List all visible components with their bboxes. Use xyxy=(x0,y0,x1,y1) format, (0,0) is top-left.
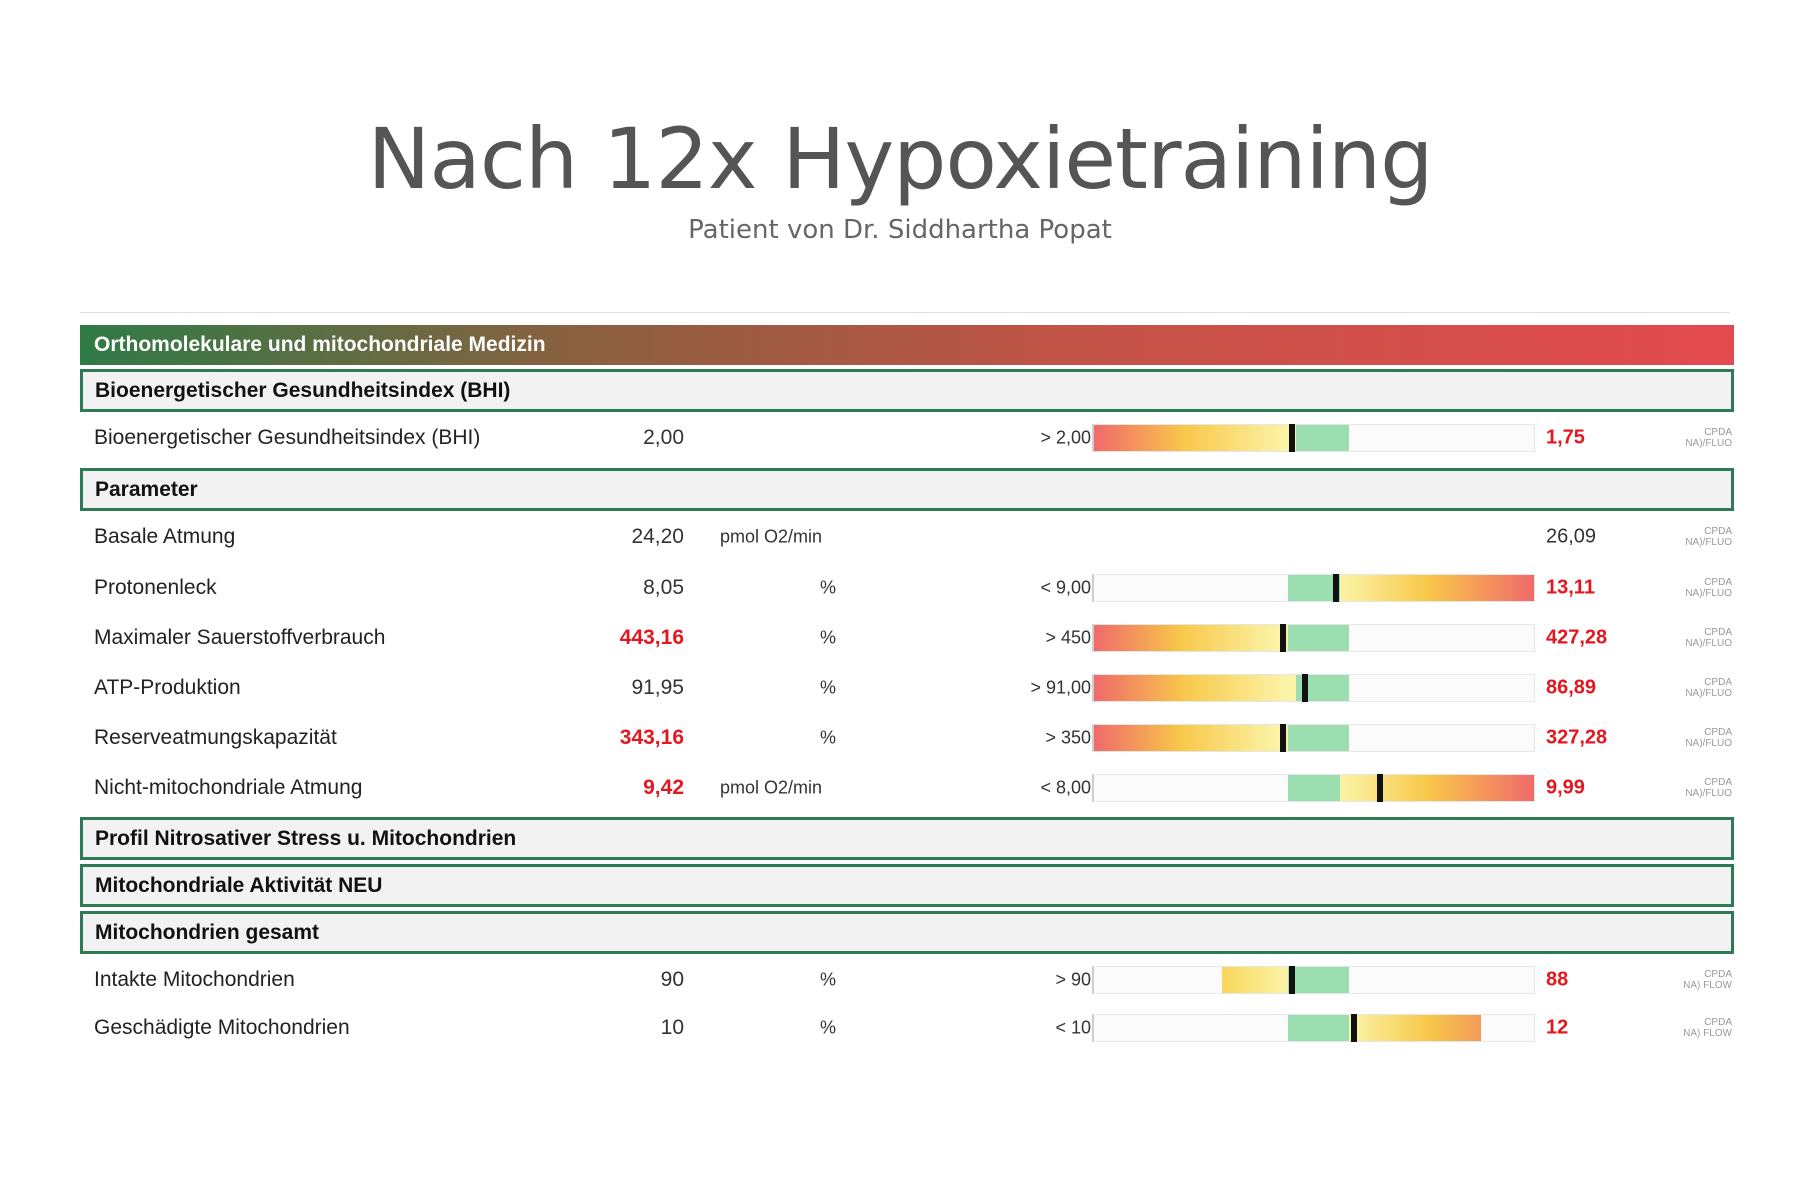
row-result: 86,89 xyxy=(1546,676,1597,699)
row-value: 343,16 xyxy=(619,726,684,749)
row-unit: pmol O2/min xyxy=(720,526,823,547)
row-result: 1,75 xyxy=(1546,426,1585,449)
gauge-marker xyxy=(1350,1014,1357,1042)
method-code: CPDA NA)/FLUO xyxy=(1685,577,1732,599)
row-value: 91,95 xyxy=(631,676,684,699)
row-label: Intakte Mitochondrien xyxy=(94,968,295,991)
section-aktivitaet: Mitochondriale Aktivität NEU xyxy=(80,864,1734,907)
method-code: CPDA NA)/FLUO xyxy=(1685,526,1732,548)
row-intakte-mitochondrien: Intakte Mitochondrien 90 % > 90 88 CPDA N… xyxy=(80,954,1734,1006)
row-label: Basale Atmung xyxy=(94,525,236,548)
gauge-bar xyxy=(1092,624,1535,652)
gauge-marker xyxy=(1377,774,1383,802)
row-unit: % xyxy=(820,1017,837,1038)
row-reference: > 350 xyxy=(1045,727,1091,748)
method-code: CPDA NA) FLOW xyxy=(1683,969,1732,991)
row-label: Nicht-mitochondriale Atmung xyxy=(94,776,363,799)
section-bhi: Bioenergetischer Gesundheitsindex (BHI) xyxy=(80,369,1734,412)
row-label: Bioenergetischer Gesundheitsindex (BHI) xyxy=(94,426,481,449)
row-geschaedigte-mitochondrien: Geschädigte Mitochondrien 10 % < 10 12 C… xyxy=(80,1006,1734,1050)
row-label: ATP-Produktion xyxy=(94,676,241,699)
row-value: 9,42 xyxy=(643,776,684,799)
row-unit: % xyxy=(820,627,837,648)
gauge-bar xyxy=(1092,674,1535,702)
row-reference: > 91,00 xyxy=(1030,677,1091,698)
row-result: 13,11 xyxy=(1546,576,1595,599)
row-reference: < 10 xyxy=(1055,1017,1091,1038)
row-result: 9,99 xyxy=(1546,776,1585,799)
gauge-bar xyxy=(1092,1014,1535,1042)
row-value: 10 xyxy=(660,1016,684,1039)
section-gesamt: Mitochondrien gesamt xyxy=(80,911,1734,954)
row-reference: < 8,00 xyxy=(1040,777,1091,798)
gauge-bar xyxy=(1092,966,1535,994)
report-banner: Orthomolekulare und mitochondriale Mediz… xyxy=(80,325,1734,365)
page-subtitle: Patient von Dr. Siddhartha Popat xyxy=(688,215,1112,245)
method-code: CPDA NA)/FLUO xyxy=(1685,777,1732,799)
row-unit: % xyxy=(820,677,837,698)
row-result: 26,09 xyxy=(1546,525,1597,548)
row-label: Maximaler Sauerstoffverbrauch xyxy=(94,626,386,649)
row-unit: pmol O2/min xyxy=(720,777,823,798)
row-reserveatmung: Reserveatmungskapazität 343,16 % > 350 3… xyxy=(80,713,1734,763)
gauge-bar xyxy=(1092,574,1535,602)
row-value: 2,00 xyxy=(643,426,684,449)
row-bhi: Bioenergetischer Gesundheitsindex (BHI) … xyxy=(80,412,1734,464)
gauge-marker xyxy=(1280,624,1287,652)
gauge-marker xyxy=(1302,674,1309,702)
gauge-bar xyxy=(1092,774,1535,802)
gauge-bar xyxy=(1092,724,1535,752)
gauge-bar xyxy=(1092,424,1535,452)
row-label: Protonenleck xyxy=(94,576,217,599)
gauge-marker xyxy=(1289,966,1295,994)
row-result: 12 xyxy=(1546,1016,1569,1039)
row-result: 327,28 xyxy=(1546,726,1608,749)
divider xyxy=(80,312,1730,313)
row-result: 427,28 xyxy=(1546,626,1608,649)
row-value: 443,16 xyxy=(619,626,684,649)
row-reference: > 90 xyxy=(1055,969,1091,990)
row-label: Geschädigte Mitochondrien xyxy=(94,1016,350,1039)
row-value: 8,05 xyxy=(643,576,684,599)
method-code: CPDA NA)/FLUO xyxy=(1685,727,1732,749)
row-unit: % xyxy=(820,577,837,598)
row-basale-atmung: Basale Atmung 24,20 pmol O2/min 26,09 CP… xyxy=(80,511,1734,563)
section-parameter: Parameter xyxy=(80,468,1734,511)
row-reference: < 9,00 xyxy=(1040,577,1091,598)
row-result: 88 xyxy=(1546,968,1569,991)
row-value: 90 xyxy=(660,968,684,991)
page-title: Nach 12x Hypoxietraining xyxy=(367,110,1434,208)
gauge-marker xyxy=(1280,724,1287,752)
row-nicht-mitochondrial: Nicht-mitochondriale Atmung 9,42 pmol O2… xyxy=(80,763,1734,813)
row-value: 24,20 xyxy=(631,525,684,548)
row-max-sauerstoff: Maximaler Sauerstoffverbrauch 443,16 % >… xyxy=(80,613,1734,663)
gauge-marker xyxy=(1289,424,1295,452)
row-atp-produktion: ATP-Produktion 91,95 % > 91,00 86,89 CPD… xyxy=(80,663,1734,713)
row-protonenleck: Protonenleck 8,05 % < 9,00 13,11 CPDA NA)… xyxy=(80,563,1734,613)
row-reference: > 450 xyxy=(1045,627,1091,648)
row-unit: % xyxy=(820,969,837,990)
method-code: CPDA NA) FLOW xyxy=(1683,1017,1732,1039)
method-code: CPDA NA)/FLUO xyxy=(1685,627,1732,649)
row-reference: > 2,00 xyxy=(1040,427,1091,448)
method-code: CPDA NA)/FLUO xyxy=(1685,427,1732,449)
lab-report: Orthomolekulare und mitochondriale Mediz… xyxy=(80,325,1734,1050)
method-code: CPDA NA)/FLUO xyxy=(1685,677,1732,699)
gauge-marker xyxy=(1333,574,1339,602)
section-profil: Profil Nitrosativer Stress u. Mitochondr… xyxy=(80,817,1734,860)
row-label: Reserveatmungskapazität xyxy=(94,726,337,749)
row-unit: % xyxy=(820,727,837,748)
